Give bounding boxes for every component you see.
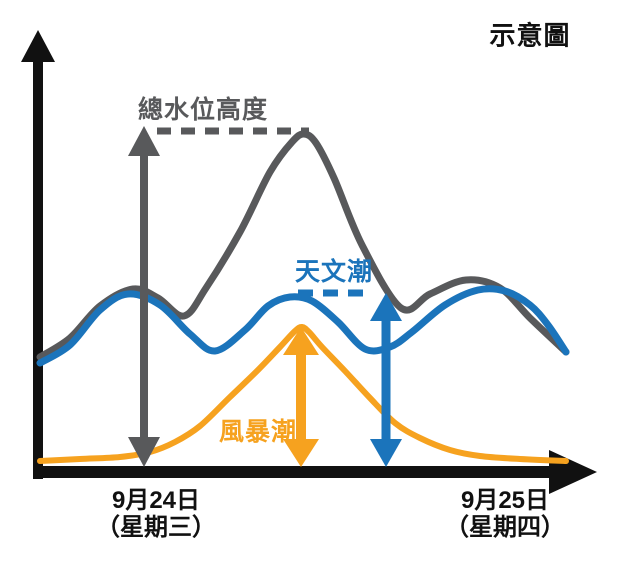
- total-water-level-label: 總水位高度: [137, 96, 269, 124]
- x-tick-sep-24: 9月24日 （星期三）: [96, 487, 216, 541]
- total-water-level-arrow-icon: [128, 126, 160, 467]
- x-tick-date: 9月24日: [111, 487, 201, 514]
- astronomical-tide-arrow-icon: [370, 293, 402, 467]
- x-axis-line: [33, 466, 549, 478]
- x-tick-weekday: （星期四）: [445, 514, 565, 541]
- total-water-level-curve: [36, 130, 570, 361]
- y-axis-arrowhead-icon: [21, 30, 55, 62]
- y-axis: [21, 30, 55, 479]
- astronomical-tide-curve: [36, 285, 570, 367]
- storm-surge-label: 風暴潮: [218, 418, 298, 446]
- schematic-badge: 示意圖: [489, 20, 571, 51]
- x-tick-sep-25: 9月25日 （星期四）: [445, 487, 565, 541]
- storm-surge-arrow-icon: [283, 327, 319, 467]
- x-tick-weekday: （星期三）: [96, 514, 216, 541]
- x-tick-date: 9月25日: [460, 487, 550, 514]
- storm-surge-curve: [37, 323, 569, 464]
- y-axis-line: [33, 58, 43, 479]
- astronomical-tide-label: 天文潮: [294, 258, 374, 286]
